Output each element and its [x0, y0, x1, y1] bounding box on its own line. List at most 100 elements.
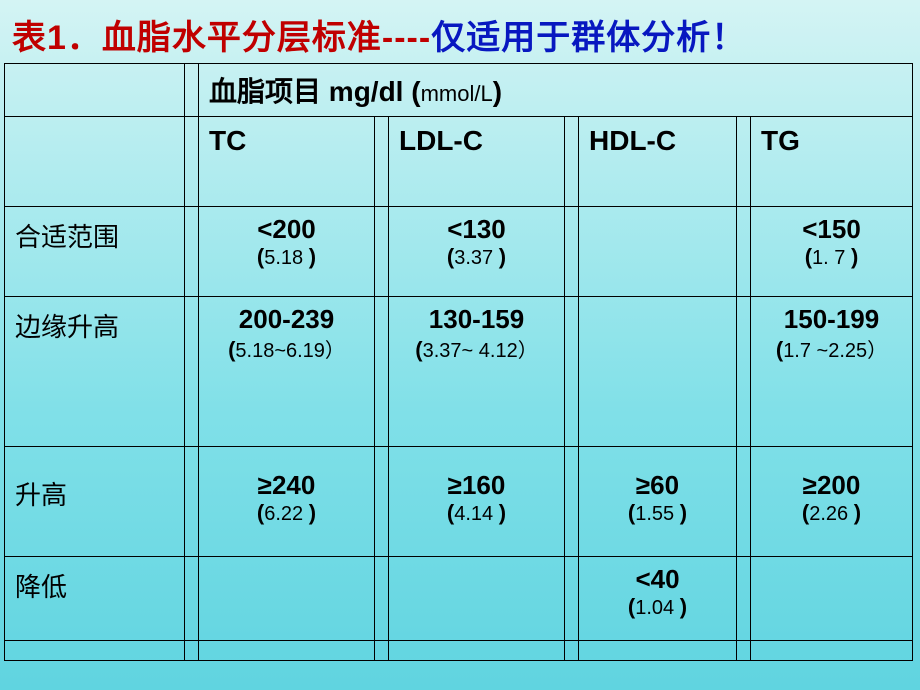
units-big: mg/dl ( — [321, 76, 421, 107]
blank-colhead-left — [5, 117, 185, 207]
gap — [375, 641, 389, 661]
gap — [185, 297, 199, 447]
gap — [185, 447, 199, 557]
cell-main: ≥60 — [581, 471, 734, 500]
col-tg: TG — [751, 117, 913, 207]
tail-cell — [199, 641, 375, 661]
cell-r4-hdl: <40 (1.04 ) — [579, 557, 737, 641]
gap — [375, 117, 389, 207]
gap — [737, 297, 751, 447]
units-label: 血脂项目 — [209, 76, 321, 107]
cell-sub-val: 5.18 — [264, 247, 303, 269]
cell-r1-hdl — [579, 207, 737, 297]
gap — [565, 557, 579, 641]
gap — [565, 207, 579, 297]
col-tc: TC — [199, 117, 375, 207]
row-label-r4: 降低 — [5, 557, 185, 641]
cell-sub: (3.37 ) — [391, 244, 562, 270]
cell-sub: (1.55 ) — [581, 500, 734, 526]
lipid-table: 血脂项目 mg/dl (mmol/L) TC LDL-C HDL-C TG 合适… — [4, 63, 913, 661]
blank-top-left — [5, 64, 185, 117]
cell-main: <130 — [391, 215, 562, 244]
cell-sub-val: 3.37 — [454, 247, 493, 269]
cell-sub: (3.37~ 4.12） — [391, 334, 562, 363]
cell-sub: (2.26 ) — [753, 500, 910, 526]
gap — [185, 557, 199, 641]
cell-r3-ldl: ≥160 (4.14 ) — [389, 447, 565, 557]
gap — [737, 207, 751, 297]
cell-sub-val: 5.18~6.19 — [235, 340, 325, 362]
cell-r3-tg: ≥200 (2.26 ) — [751, 447, 913, 557]
row-label-r1: 合适范围 — [5, 207, 185, 297]
units-small: mmol/L — [421, 81, 493, 106]
cell-r1-tg: <150 (1. 7 ) — [751, 207, 913, 297]
tail-cell — [5, 641, 185, 661]
cell-main: ≥240 — [201, 471, 372, 500]
cell-r3-hdl: ≥60 (1.55 ) — [579, 447, 737, 557]
gap — [737, 641, 751, 661]
cell-main: 130-159 — [391, 305, 562, 334]
cell-main: <200 — [201, 215, 372, 244]
row-label-r2: 边缘升高 — [5, 297, 185, 447]
cell-main: ≥160 — [391, 471, 562, 500]
cell-sub-val: 3.37~ 4.12 — [423, 340, 518, 362]
cell-r1-ldl: <130 (3.37 ) — [389, 207, 565, 297]
cell-sub: (5.18~6.19） — [201, 334, 372, 363]
cell-main: 150-199 — [753, 305, 910, 334]
cell-sub-close: ） — [325, 340, 345, 362]
title-red: 表1．血脂水平分层标准---- — [12, 19, 431, 57]
col-hdl: HDL-C — [579, 117, 737, 207]
cell-sub-val: 1. 7 — [812, 247, 845, 269]
gap — [375, 207, 389, 297]
cell-r4-tc — [199, 557, 375, 641]
cell-sub-close: ） — [518, 340, 538, 362]
cell-r2-tc: 200-239 (5.18~6.19） — [199, 297, 375, 447]
cell-sub: (4.14 ) — [391, 500, 562, 526]
row-label-r3: 升高 — [5, 447, 185, 557]
cell-sub-val: 1.7 ~2.25 — [783, 340, 867, 362]
cell-r4-tg — [751, 557, 913, 641]
gap — [185, 207, 199, 297]
cell-r4-ldl — [389, 557, 565, 641]
cell-sub-val: 1.55 — [635, 503, 674, 525]
title-blue: 仅适用于群体分析！ — [431, 19, 746, 57]
tail-cell — [389, 641, 565, 661]
gap — [565, 447, 579, 557]
cell-sub-val: 2.26 — [809, 503, 848, 525]
units-header: 血脂项目 mg/dl (mmol/L) — [199, 64, 913, 117]
cell-sub: (1.04 ) — [581, 594, 734, 620]
gap — [185, 117, 199, 207]
table-title: 表1．血脂水平分层标准----仅适用于群体分析！ — [0, 0, 920, 63]
cell-main: ≥200 — [753, 471, 910, 500]
units-big2: ) — [493, 76, 502, 107]
cell-sub-val: 6.22 — [264, 503, 303, 525]
gap — [737, 557, 751, 641]
gap — [565, 641, 579, 661]
gap — [185, 641, 199, 661]
tail-cell — [751, 641, 913, 661]
cell-sub: (5.18 ) — [201, 244, 372, 270]
cell-sub: (6.22 ) — [201, 500, 372, 526]
cell-r3-tc: ≥240 (6.22 ) — [199, 447, 375, 557]
cell-r2-ldl: 130-159 (3.37~ 4.12） — [389, 297, 565, 447]
cell-r2-tg: 150-199 (1.7 ~2.25） — [751, 297, 913, 447]
cell-r1-tc: <200 (5.18 ) — [199, 207, 375, 297]
gap — [375, 557, 389, 641]
col-ldl: LDL-C — [389, 117, 565, 207]
cell-main: <40 — [581, 565, 734, 594]
cell-sub: (1. 7 ) — [753, 244, 910, 270]
gap — [737, 447, 751, 557]
gap — [375, 447, 389, 557]
gap — [565, 117, 579, 207]
cell-r2-hdl — [579, 297, 737, 447]
gap — [565, 297, 579, 447]
gap — [185, 64, 199, 117]
gap — [737, 117, 751, 207]
cell-sub-val: 4.14 — [454, 503, 493, 525]
cell-sub-val: 1.04 — [635, 597, 674, 619]
tail-cell — [579, 641, 737, 661]
cell-sub-close: ） — [867, 340, 887, 362]
cell-main: <150 — [753, 215, 910, 244]
cell-main: 200-239 — [201, 305, 372, 334]
cell-sub: (1.7 ~2.25） — [753, 334, 910, 363]
